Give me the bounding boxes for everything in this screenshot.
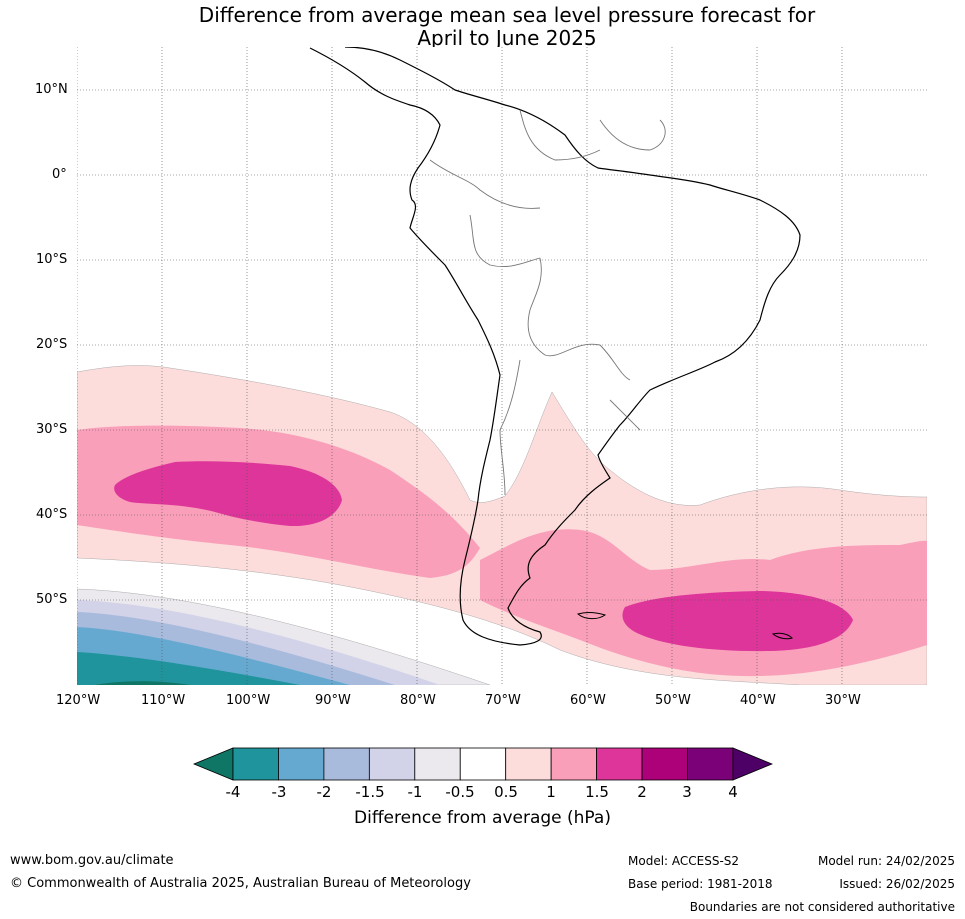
base-period: Base period: 1981-2018 [628, 877, 773, 891]
lat-label-10n: 10°N [35, 82, 68, 97]
lon-label-80w: 80°W [400, 693, 436, 708]
island-south-georgia [771, 632, 793, 640]
colorbar-segment [505, 747, 552, 781]
lat-label-50s: 50°S [36, 592, 68, 607]
falkland-islands [576, 612, 607, 620]
south-america-coastline [309, 47, 801, 646]
colorbar-tick: -1 [407, 783, 423, 801]
boundaries-disclaimer: Boundaries are not considered authoritat… [689, 900, 955, 914]
lon-label-50w: 50°W [655, 693, 691, 708]
colorbar-tick: -3 [271, 783, 287, 801]
colorbar-segment [687, 747, 734, 781]
copyright-text: © Commonwealth of Australia 2025, Austra… [10, 876, 471, 891]
lat-label-30s: 30°S [36, 422, 68, 437]
colorbar-tick: -4 [225, 783, 241, 801]
title-line-1: Difference from average mean sea level p… [198, 3, 816, 27]
graticule [77, 47, 927, 685]
lon-label-40w: 40°W [740, 693, 776, 708]
lat-label-40s: 40°S [36, 507, 68, 522]
contour-pos-1.5-east [622, 591, 853, 652]
colorbar-segment [414, 747, 461, 781]
lat-label-10s: 10°S [36, 252, 68, 267]
country-borders [429, 109, 666, 496]
website-link[interactable]: www.bom.gov.au/climate [10, 853, 174, 868]
colorbar-tick: -1.5 [355, 783, 385, 801]
lon-label-30w: 30°W [825, 693, 861, 708]
map-title: Difference from average mean sea level p… [0, 4, 965, 50]
lon-label-60w: 60°W [570, 693, 606, 708]
colorbar-tick: 1 [546, 783, 556, 801]
colorbar-segment [278, 747, 325, 781]
contour-neg-4 [95, 681, 190, 685]
lon-label-100w: 100°W [226, 693, 271, 708]
contour-neg-3 [77, 652, 300, 685]
lat-label-20s: 20°S [36, 337, 68, 352]
colorbar-segment [459, 747, 507, 781]
colorbar-extend-high [732, 747, 774, 781]
colorbar-segment [550, 747, 598, 781]
title-line-2: April to June 2025 [417, 26, 597, 50]
colorbar-tick: -2 [316, 783, 332, 801]
colorbar-segment [323, 747, 370, 781]
lon-label-120w: 120°W [56, 693, 101, 708]
model-name: Model: ACCESS-S2 [628, 854, 740, 868]
contour-pos-1.5-west [114, 461, 342, 527]
colorbar-title: Difference from average (hPa) [354, 808, 611, 828]
colorbar-tick: 1.5 [585, 783, 609, 801]
lon-label-90w: 90°W [315, 693, 351, 708]
colorbar-tick: 4 [728, 783, 738, 801]
lon-label-70w: 70°W [485, 693, 521, 708]
colorbar-tick: 0.5 [494, 783, 518, 801]
colorbar-tick: 3 [682, 783, 692, 801]
lon-label-110w: 110°W [141, 693, 186, 708]
model-run-date: Model run: 24/02/2025 [817, 854, 955, 868]
colorbar-segment [641, 747, 688, 781]
colorbar-segment [596, 747, 643, 781]
issued-date: Issued: 26/02/2025 [839, 877, 955, 891]
colorbar-segment [232, 747, 279, 781]
colorbar-segment [368, 747, 416, 781]
colorbar-tick: 2 [637, 783, 647, 801]
forecast-map [77, 47, 927, 685]
lat-label-0: 0° [52, 167, 67, 182]
colorbar-tick: -0.5 [445, 783, 475, 801]
colorbar-extend-low [192, 747, 234, 781]
